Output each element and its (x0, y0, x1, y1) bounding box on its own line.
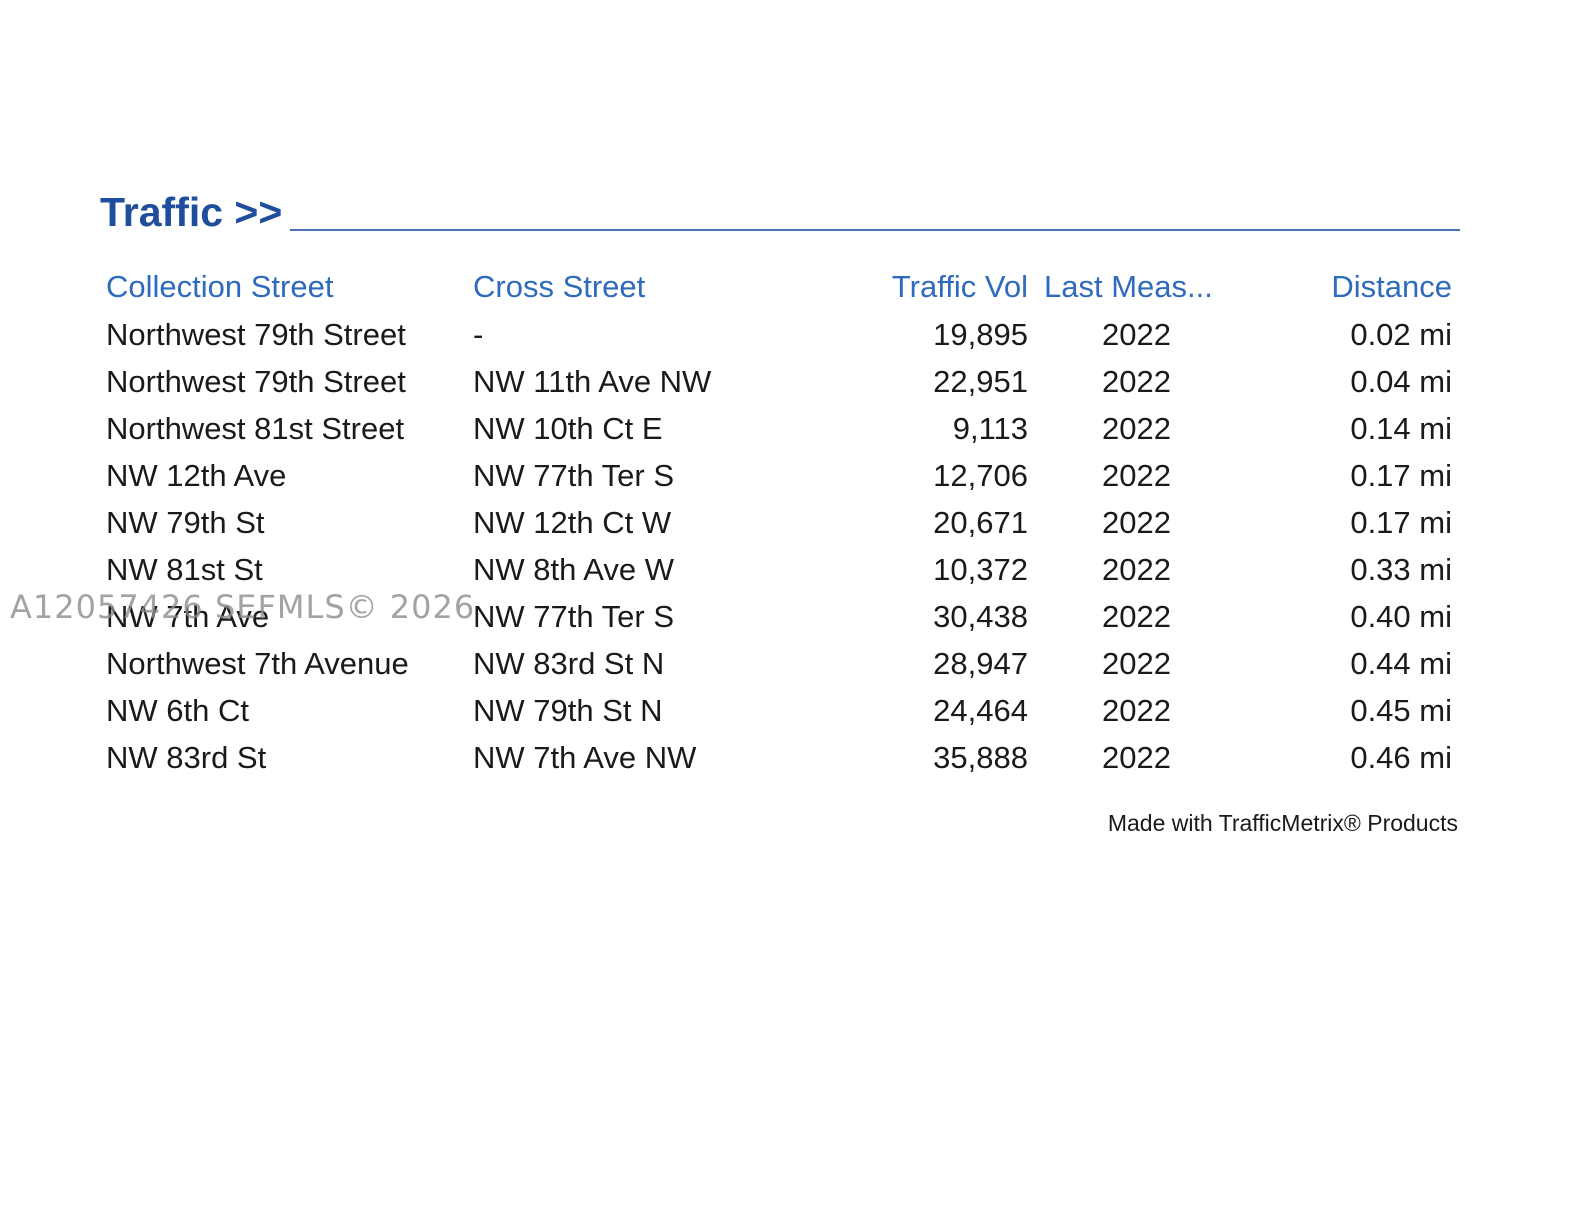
cell-distance: 0.46 mi (1350, 740, 1452, 775)
cell-cross-street: NW 77th Ter S (473, 458, 675, 493)
table-row: Northwest 81st Street NW 10th Ct E 9,113 20… (106, 405, 1452, 452)
header-last-measured: Last Meas... (1044, 269, 1213, 304)
cell-distance: 0.14 mi (1350, 411, 1452, 446)
cell-collection-street: NW 79th St (106, 505, 265, 540)
cell-traffic-vol: 30,438 (933, 599, 1028, 634)
table-row: NW 7th Ave NW 77th Ter S 30,438 2022 0.40 mi (106, 593, 1452, 640)
table-row: NW 6th Ct NW 79th St N 24,464 2022 0.45 mi (106, 687, 1452, 734)
cell-collection-street: NW 6th Ct (106, 693, 249, 728)
cell-traffic-vol: 9,113 (952, 411, 1028, 446)
cell-last-measured: 2022 (1102, 646, 1171, 681)
cell-traffic-vol: 22,951 (933, 364, 1028, 399)
traffic-table: Collection Street Cross Street Traffic V… (106, 263, 1452, 781)
cell-cross-street: NW 77th Ter S (473, 599, 675, 634)
table-body: Northwest 79th Street -19,895 2022 0.02 mi N… (106, 311, 1452, 781)
footer-credit: Made with TrafficMetrix® Products (1107, 810, 1458, 836)
cell-collection-street: NW 7th Ave (106, 599, 270, 634)
cell-distance: 0.40 mi (1350, 599, 1452, 634)
cell-traffic-vol: 19,895 (933, 317, 1028, 352)
cell-cross-street: NW 7th Ave NW (473, 740, 697, 775)
cell-collection-street: NW 83rd St (106, 740, 267, 775)
table-row: NW 81st St NW 8th Ave W 10,372 2022 0.33 mi (106, 546, 1452, 593)
header-cross-street: Cross Street (473, 269, 646, 304)
cell-distance: 0.17 mi (1350, 458, 1452, 493)
cell-cross-street: NW 10th Ct E (473, 411, 663, 446)
cell-collection-street: Northwest 7th Avenue (106, 646, 409, 681)
section-header: Traffic >> (100, 188, 1460, 236)
cell-last-measured: 2022 (1102, 317, 1171, 352)
cell-last-measured: 2022 (1102, 552, 1171, 587)
cell-cross-street: NW 79th St N (473, 693, 663, 728)
table-row: Northwest 7th Avenue NW 83rd St N 28,947 20… (106, 640, 1452, 687)
cell-collection-street: NW 12th Ave (106, 458, 287, 493)
cell-collection-street: Northwest 79th Street (106, 317, 406, 352)
cell-traffic-vol: 24,464 (933, 693, 1028, 728)
table-row: Northwest 79th Street - 19,895 2022 0.02 mi (106, 311, 1452, 358)
cell-collection-street: NW 81st St (106, 552, 263, 587)
section-title: Traffic >> (100, 189, 283, 235)
watermark: A12057426 SEFMLS© 2026 (10, 588, 476, 626)
cell-last-measured: 2022 (1102, 505, 1171, 540)
cell-cross-street: NW 8th Ave W (473, 552, 674, 587)
cell-last-measured: 2022 (1102, 740, 1171, 775)
cell-last-measured: 2022 (1102, 411, 1171, 446)
header-distance: Distance (1331, 269, 1452, 304)
table-row: Northwest 79th Street NW 11th Ave NW 22,95… (106, 358, 1452, 405)
cell-last-measured: 2022 (1102, 458, 1171, 493)
header-collection-street: Collection Street (106, 269, 334, 304)
cell-last-measured: 2022 (1102, 693, 1171, 728)
cell-collection-street: Northwest 79th Street (106, 364, 406, 399)
cell-traffic-vol: 28,947 (933, 646, 1028, 681)
header-traffic-vol: Traffic Vol (891, 269, 1028, 304)
cell-traffic-vol: 35,888 (933, 740, 1028, 775)
cell-distance: 0.04 mi (1350, 364, 1452, 399)
cell-distance: 0.33 mi (1350, 552, 1452, 587)
table-header-row: Collection Street Cross Street Traffic V… (106, 263, 1452, 311)
cell-distance: 0.45 mi (1350, 693, 1452, 728)
cell-traffic-vol: 20,671 (933, 505, 1028, 540)
table-row: NW 79th St NW 12th Ct W 20,671 2022 0.17 mi (106, 499, 1452, 546)
cell-distance: 0.02 mi (1350, 317, 1452, 352)
cell-distance: 0.44 mi (1350, 646, 1452, 681)
cell-traffic-vol: 12,706 (933, 458, 1028, 493)
cell-cross-street: NW 12th Ct W (473, 505, 672, 540)
cell-last-measured: 2022 (1102, 599, 1171, 634)
cell-distance: 0.17 mi (1350, 505, 1452, 540)
cell-cross-street: NW 83rd St N (473, 646, 665, 681)
cell-cross-street: - (473, 317, 484, 352)
cell-last-measured: 2022 (1102, 364, 1171, 399)
section-divider (290, 229, 1460, 231)
cell-cross-street: NW 11th Ave NW (473, 364, 712, 399)
table-row: NW 83rd St NW 7th Ave NW 35,888 2022 0.46 mi (106, 734, 1452, 781)
table-row: NW 12th Ave NW 77th Ter S 12,706 2022 0.17 m… (106, 452, 1452, 499)
cell-collection-street: Northwest 81st Street (106, 411, 405, 446)
cell-traffic-vol: 10,372 (933, 552, 1028, 587)
